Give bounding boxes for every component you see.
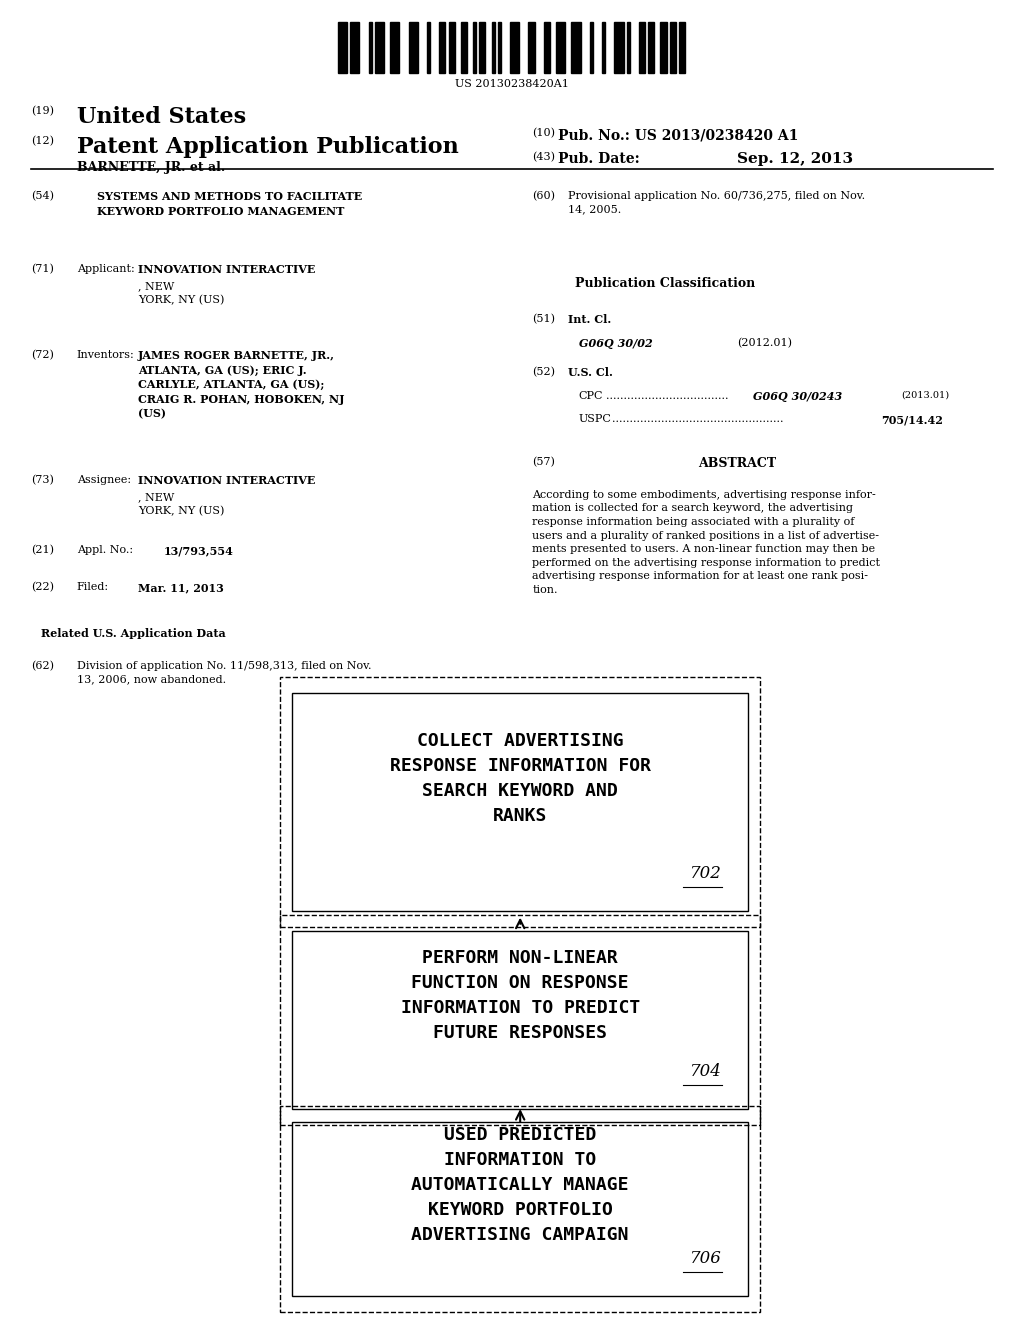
Bar [614,22,624,73]
Bar [292,931,748,1109]
Bar [639,22,645,73]
Text: (60): (60) [532,191,555,202]
Bar [427,22,430,73]
Text: Mar. 11, 2013: Mar. 11, 2013 [138,582,224,593]
Text: Assignee:: Assignee: [77,475,131,486]
Text: (19): (19) [31,106,53,116]
Bar [280,915,760,1125]
Text: According to some embodiments, advertising response infor-
mation is collected f: According to some embodiments, advertisi… [532,490,881,595]
Text: USED PREDICTED
INFORMATION TO
AUTOMATICALLY MANAGE
KEYWORD PORTFOLIO
ADVERTISING: USED PREDICTED INFORMATION TO AUTOMATICA… [412,1126,629,1245]
Bar [627,22,630,73]
Text: PERFORM NON-LINEAR
FUNCTION ON RESPONSE
INFORMATION TO PREDICT
FUTURE RESPONSES: PERFORM NON-LINEAR FUNCTION ON RESPONSE … [400,949,640,1043]
Bar [544,22,550,73]
Bar [280,677,760,927]
Bar [473,22,476,73]
Text: Int. Cl.: Int. Cl. [568,314,611,325]
Text: Provisional application No. 60/736,275, filed on Nov.
14, 2005.: Provisional application No. 60/736,275, … [568,191,865,215]
Text: G06Q 30/0243: G06Q 30/0243 [753,391,842,401]
Text: .................................................: ........................................… [612,414,783,425]
Text: (52): (52) [532,367,555,378]
Bar [660,22,667,73]
Text: Pub. Date:: Pub. Date: [558,152,640,166]
Bar [369,22,372,73]
Text: 13/793,554: 13/793,554 [164,545,233,556]
Text: (72): (72) [31,350,53,360]
Bar [292,1122,748,1296]
Bar [280,1106,760,1312]
Bar [498,22,501,73]
Text: Appl. No.:: Appl. No.: [77,545,133,556]
Text: Related U.S. Application Data: Related U.S. Application Data [41,628,225,639]
Bar [648,22,654,73]
Text: 704: 704 [690,1063,722,1080]
Text: ...................................: ................................... [606,391,729,401]
Bar [350,22,359,73]
Bar [679,22,685,73]
Bar [602,22,605,73]
Bar [556,22,565,73]
Bar [590,22,593,73]
Text: (57): (57) [532,457,555,467]
Bar [375,22,384,73]
Text: 705/14.42: 705/14.42 [881,414,942,425]
Text: United States: United States [77,106,246,128]
Text: USPC: USPC [579,414,611,425]
Text: Patent Application Publication: Patent Application Publication [77,136,459,158]
Text: CPC: CPC [579,391,603,401]
Bar [479,22,485,73]
Text: (71): (71) [31,264,53,275]
Text: JAMES ROGER BARNETTE, JR.,
ATLANTA, GA (US); ERIC J.
CARLYLE, ATLANTA, GA (US);
: JAMES ROGER BARNETTE, JR., ATLANTA, GA (… [138,350,345,420]
Bar [292,693,748,911]
Text: G06Q 30/02: G06Q 30/02 [579,338,652,348]
Bar [461,22,467,73]
Text: (12): (12) [31,136,53,147]
Bar [409,22,418,73]
Text: (21): (21) [31,545,53,556]
Text: (43): (43) [532,152,555,162]
Text: Applicant:: Applicant: [77,264,134,275]
Bar [390,22,399,73]
Text: , NEW
YORK, NY (US): , NEW YORK, NY (US) [138,281,224,305]
Text: BARNETTE, JR. et al.: BARNETTE, JR. et al. [77,161,225,174]
Text: US 20130238420A1: US 20130238420A1 [455,79,569,90]
Text: Division of application No. 11/598,313, filed on Nov.
13, 2006, now abandoned.: Division of application No. 11/598,313, … [77,661,372,685]
Text: Filed:: Filed: [77,582,109,593]
Text: 706: 706 [690,1250,722,1267]
Text: 702: 702 [690,865,722,882]
Text: (2012.01): (2012.01) [737,338,793,348]
Bar [492,22,495,73]
Text: (73): (73) [31,475,53,486]
Text: INNOVATION INTERACTIVE: INNOVATION INTERACTIVE [138,475,315,486]
Text: COLLECT ADVERTISING
RESPONSE INFORMATION FOR
SEARCH KEYWORD AND
RANKS: COLLECT ADVERTISING RESPONSE INFORMATION… [390,731,650,825]
Text: Sep. 12, 2013: Sep. 12, 2013 [737,152,853,166]
Bar [449,22,455,73]
Text: Publication Classification: Publication Classification [575,277,756,290]
Bar [528,22,535,73]
Bar [338,22,347,73]
Text: U.S. Cl.: U.S. Cl. [568,367,613,378]
Text: Inventors:: Inventors: [77,350,134,360]
Text: (51): (51) [532,314,555,325]
Bar [439,22,445,73]
Bar [670,22,676,73]
Text: (54): (54) [31,191,53,202]
Text: Pub. No.: US 2013/0238420 A1: Pub. No.: US 2013/0238420 A1 [558,128,799,143]
Text: , NEW
YORK, NY (US): , NEW YORK, NY (US) [138,492,224,516]
Text: SYSTEMS AND METHODS TO FACILITATE
KEYWORD PORTFOLIO MANAGEMENT: SYSTEMS AND METHODS TO FACILITATE KEYWOR… [97,191,362,216]
Text: (10): (10) [532,128,555,139]
Text: (2013.01): (2013.01) [901,391,949,400]
Text: (22): (22) [31,582,53,593]
Text: INNOVATION INTERACTIVE: INNOVATION INTERACTIVE [138,264,315,275]
Bar [510,22,519,73]
Bar [571,22,581,73]
Text: ABSTRACT: ABSTRACT [698,457,776,470]
Text: (62): (62) [31,661,53,672]
